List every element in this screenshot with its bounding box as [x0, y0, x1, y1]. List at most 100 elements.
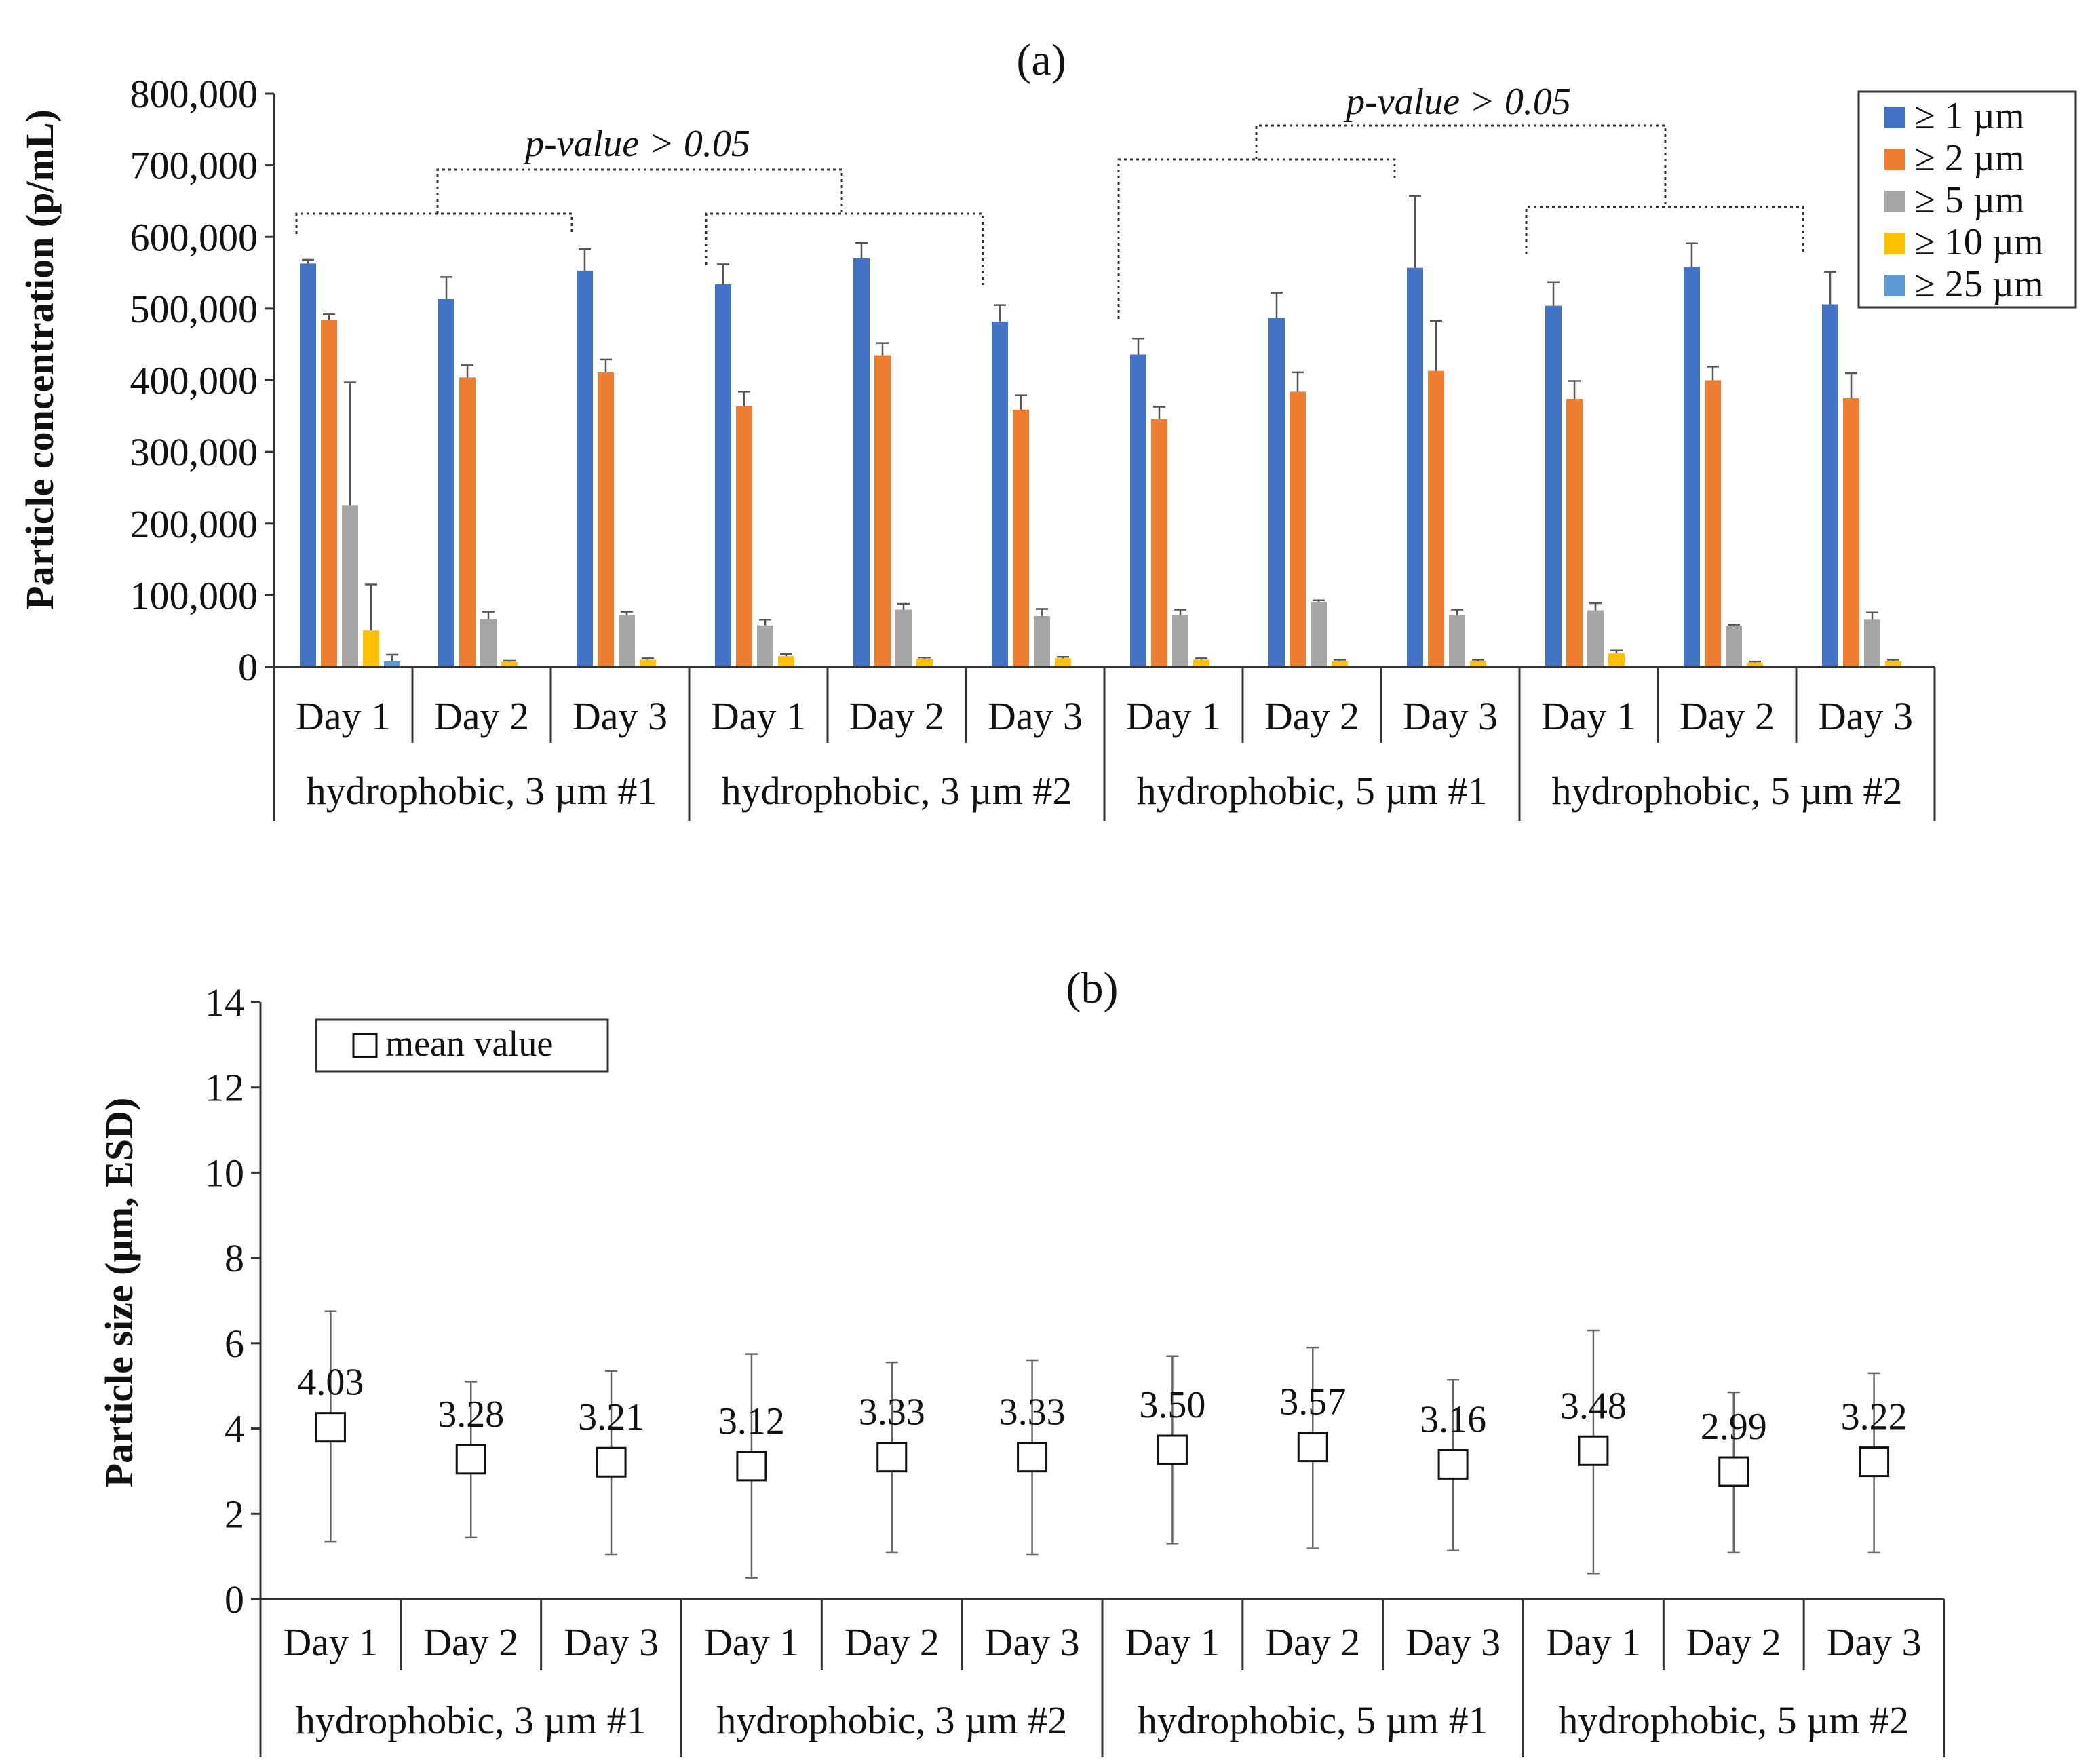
chart-a-group-label: hydrophobic, 5 µm #1	[1137, 769, 1488, 813]
chart-b-x-tick-label: Day 2	[423, 1620, 518, 1664]
chart-b-data-label: 3.12	[718, 1400, 785, 1442]
chart-a-legend-label: ≥ 25 µm	[1914, 263, 2044, 305]
chart-a-bar	[1034, 616, 1050, 667]
chart-a-bar	[300, 263, 316, 667]
chart-a-bar	[1843, 398, 1859, 667]
chart-b-point	[455, 1444, 486, 1475]
chart-a-bar	[1864, 619, 1880, 667]
chart-b-data-label: 2.99	[1701, 1406, 1767, 1448]
chart-a-bar	[598, 372, 614, 667]
chart-b-group-label: hydrophobic, 5 µm #1	[1138, 1698, 1488, 1742]
chart-a-x-tick-label: Day 3	[1403, 694, 1498, 738]
chart-a-bar	[874, 355, 891, 667]
chart-a-bar	[1726, 626, 1742, 667]
chart-a-bar	[1587, 610, 1604, 667]
chart-a-bar	[501, 662, 518, 667]
chart-b-data-label: 3.33	[859, 1392, 925, 1434]
chart-a-bar	[1055, 658, 1071, 667]
chart-a-bar	[736, 406, 752, 667]
bracket-right-group1	[1117, 158, 1396, 319]
chart-a-bars	[300, 195, 1901, 668]
chart-a-x-tick-label: Day 2	[1680, 694, 1775, 738]
chart-b-panel-label: (b)	[1066, 963, 1119, 1013]
chart-a-bar	[1566, 398, 1583, 667]
chart-b-y-tick-label: 12	[205, 1066, 244, 1110]
chart-a-legend-swatch	[1884, 149, 1905, 170]
chart-a-y-tick-label: 500,000	[130, 287, 258, 331]
chart-a-bar	[1013, 409, 1029, 667]
chart-b-y-axis-label: Particle size (µm, ESD)	[97, 1098, 141, 1488]
chart-b-x-labels: Day 1 Day 2 Day 3 Day 1 Day 2 Day 3 Day 1 Day 2…	[283, 1620, 1921, 1742]
chart-a-bar	[1747, 662, 1763, 667]
chart-a-bar	[1545, 305, 1562, 667]
chart-a-bar	[1608, 653, 1625, 667]
chart-b-data-label: 3.57	[1279, 1381, 1346, 1423]
chart-b-x-tick-label: Day 1	[1125, 1620, 1220, 1664]
chart-b-x-tick-label: Day 3	[1406, 1620, 1500, 1664]
chart-b-point	[1017, 1442, 1048, 1473]
chart-a-bar	[1684, 267, 1700, 667]
chart-a-bar	[853, 258, 870, 667]
chart-a-bar	[1407, 267, 1423, 667]
bracket-left-top	[436, 168, 843, 214]
chart-a-y-axis-label: Particle concentration (p/mL)	[18, 109, 62, 610]
chart-a-y-tick-label: 300,000	[130, 430, 258, 474]
chart-b-y-tick-label: 6	[225, 1322, 244, 1366]
chart-b-y-tick-label: 8	[225, 1236, 244, 1280]
chart-a-y-tick-label: 0	[238, 645, 258, 689]
chart-a-y-tick-label: 600,000	[130, 215, 258, 259]
chart-a-bar	[1428, 370, 1444, 667]
chart-a-y-tick-label: 700,000	[130, 144, 258, 188]
chart-b-point	[1297, 1432, 1328, 1463]
chart-a-bar	[1290, 391, 1306, 667]
chart-a-bar	[1822, 304, 1838, 668]
chart-a-bar	[1268, 318, 1285, 667]
chart-b-point	[315, 1412, 346, 1443]
chart-a-x-tick-label: Day 3	[988, 694, 1083, 738]
chart-a-x-tick-label: Day 1	[1541, 694, 1636, 738]
chart-a-bar	[1449, 615, 1465, 667]
chart-b-group-label: hydrophobic, 3 µm #2	[716, 1698, 1067, 1742]
chart-b-y-tick-label: 0	[225, 1577, 244, 1622]
chart-b-y-tick-label: 10	[205, 1151, 244, 1195]
chart-a-x-tick-label: Day 1	[296, 694, 391, 738]
chart-b-data-label: 3.50	[1139, 1384, 1205, 1426]
chart-a-axes	[273, 94, 1936, 821]
chart-b-point	[1157, 1434, 1188, 1465]
chart-a-panel-label: (a)	[1016, 35, 1066, 85]
chart-a-x-tick-label: Day 2	[434, 694, 529, 738]
chart-a-y-ticks: 800,000 700,000 600,000 500,000 400,000 300,0…	[130, 72, 274, 689]
chart-b-point	[1578, 1435, 1609, 1466]
chart-a-bar	[1130, 354, 1146, 667]
chart-a-legend-swatch	[1884, 275, 1905, 296]
chart-a-bar	[1172, 615, 1188, 667]
chart-a-y-tick-label: 400,000	[130, 359, 258, 403]
chart-a-legend-label: ≥ 10 µm	[1914, 221, 2044, 263]
chart-b-x-tick-label: Day 2	[1265, 1620, 1360, 1664]
bracket-left-group1	[295, 212, 573, 234]
chart-b-point	[1437, 1449, 1469, 1480]
chart-a-bar	[619, 615, 635, 667]
chart-a-x-tick-label: Day 2	[1264, 694, 1359, 738]
chart-a-y-tick-label: 800,000	[130, 72, 258, 116]
bracket-left-group2	[705, 212, 984, 285]
chart-a-bar	[778, 656, 794, 667]
chart-b-legend-marker	[352, 1033, 378, 1058]
chart-b: (b) Particle size (µm, ESD) 14121086420 …	[97, 963, 1945, 1757]
chart-b-y-tick-label: 4	[225, 1407, 244, 1451]
chart-a-bar	[1705, 380, 1721, 667]
chart-a-bar	[1885, 661, 1901, 667]
chart-b-axes	[259, 1002, 1945, 1757]
chart-a-x-tick-label: Day 1	[1126, 694, 1221, 738]
chart-b-point	[1718, 1456, 1749, 1487]
chart-a-x-tick-label: Day 3	[573, 694, 667, 738]
chart-b-y-tick-label: 2	[225, 1492, 244, 1536]
chart-a-x-tick-label: Day 3	[1818, 694, 1913, 738]
chart-b-x-tick-label: Day 3	[1827, 1620, 1922, 1664]
chart-a-legend-swatch	[1884, 233, 1905, 254]
chart-a-bar	[1311, 601, 1327, 667]
chart-a-y-tick-label: 200,000	[130, 502, 258, 546]
chart-a-bar	[1193, 659, 1209, 667]
chart-a-bar	[916, 659, 933, 667]
chart-b-x-tick-label: Day 1	[704, 1620, 799, 1664]
